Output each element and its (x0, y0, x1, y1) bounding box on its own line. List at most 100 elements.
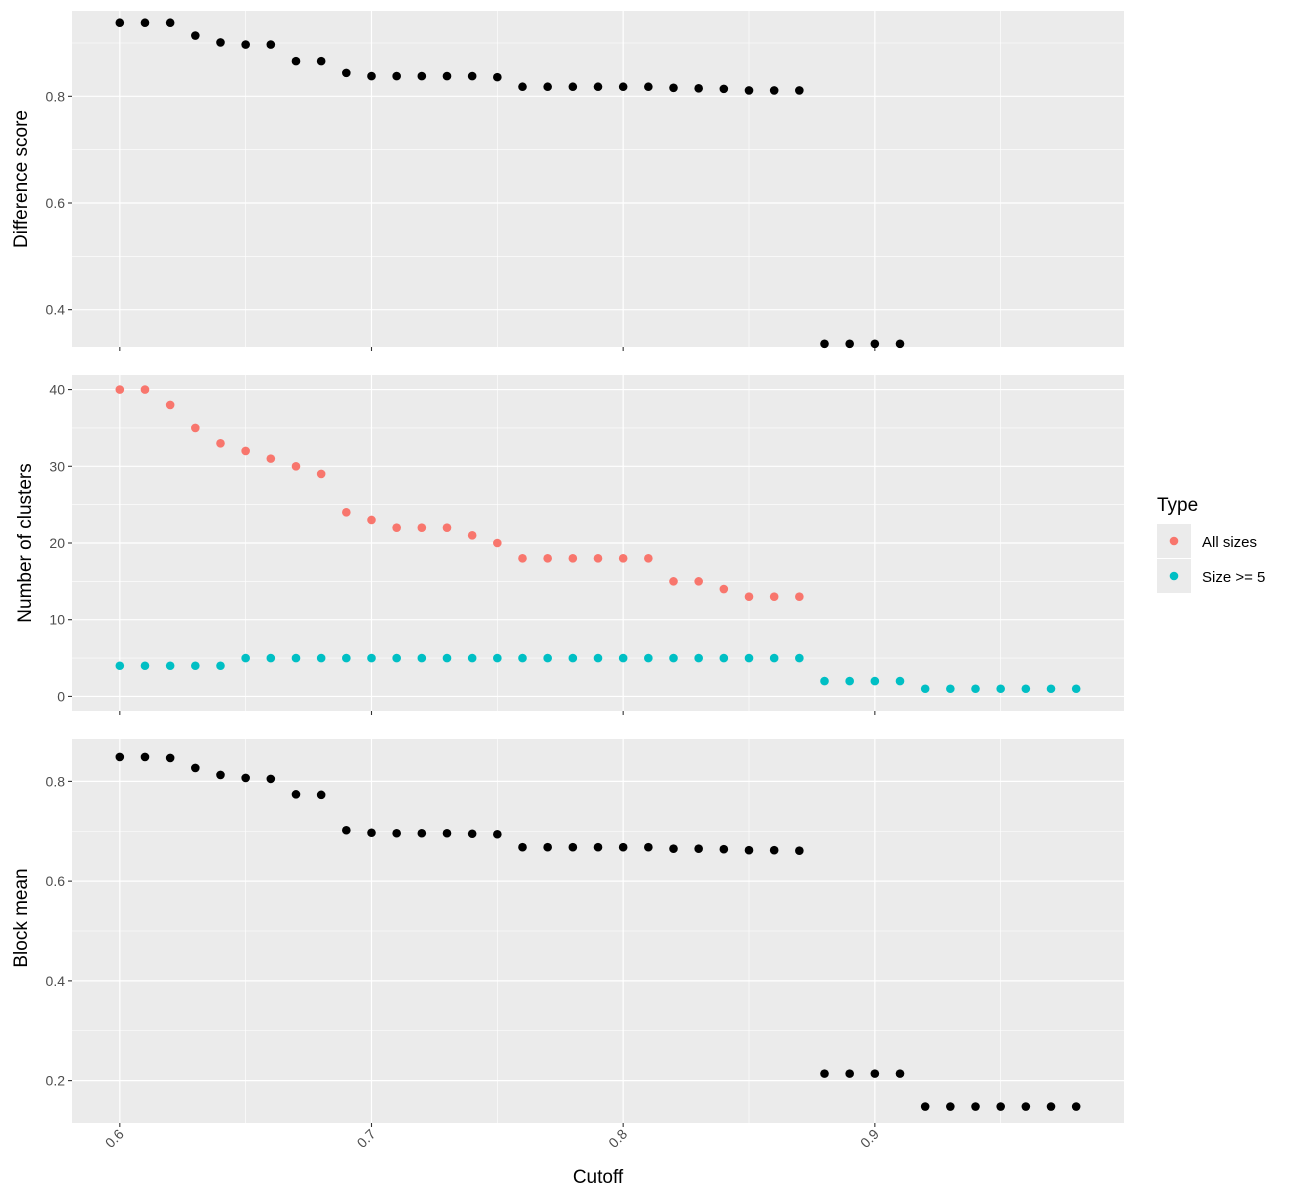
data-point (895, 339, 905, 349)
data-point (266, 40, 276, 49)
y-tick-label: 0.6 (46, 873, 66, 889)
data-point (870, 339, 880, 349)
data-point (442, 653, 452, 663)
data-point (769, 592, 779, 601)
data-point (291, 461, 301, 471)
data-point (165, 753, 175, 763)
data-point (316, 653, 326, 663)
data-point (291, 790, 301, 799)
data-point (694, 577, 703, 586)
legend-title: Type (1157, 495, 1198, 516)
data-point (417, 523, 427, 532)
data-point (165, 18, 175, 28)
data-point (367, 515, 376, 525)
data-point (442, 828, 452, 838)
data-point (241, 653, 250, 663)
data-point (467, 829, 477, 839)
data-point (543, 82, 552, 92)
data-point (417, 828, 427, 838)
data-point (342, 68, 351, 78)
data-point (1071, 684, 1081, 694)
x-axis: 0.6 0.7 0.8 0.9 (102, 1126, 882, 1151)
data-point (518, 554, 527, 563)
data-point (1021, 1102, 1031, 1111)
data-point (342, 653, 351, 663)
data-point (392, 523, 401, 532)
data-point (568, 554, 578, 563)
data-point (115, 385, 125, 394)
data-point (291, 56, 301, 66)
y-tick-label: 10 (49, 612, 65, 628)
y-axis-title-block-mean: Block mean (11, 868, 32, 967)
data-point (316, 790, 326, 800)
data-point (845, 339, 854, 349)
y-tick-label: 0.4 (46, 973, 66, 989)
legend: Type All sizes Size >= 5 (1157, 495, 1265, 593)
data-point (518, 842, 527, 852)
data-point (820, 676, 829, 686)
data-point (216, 438, 225, 448)
data-point (543, 554, 552, 563)
data-point (367, 71, 376, 81)
data-point (140, 752, 150, 762)
data-point (593, 842, 603, 852)
data-point (719, 653, 729, 663)
data-point (392, 653, 401, 663)
y-tick-label: 40 (49, 382, 65, 398)
data-point (467, 531, 477, 540)
data-point (920, 684, 930, 694)
data-point (845, 1069, 854, 1078)
data-point (115, 752, 125, 762)
data-point (568, 842, 578, 852)
data-point (669, 653, 678, 663)
data-point (191, 763, 200, 773)
data-point (241, 773, 250, 783)
data-point (367, 828, 376, 838)
data-point (392, 828, 401, 838)
data-point (644, 82, 653, 92)
x-tick-label: 0.6 (102, 1126, 127, 1151)
data-point (719, 84, 729, 94)
data-point (367, 653, 376, 663)
data-point (115, 661, 125, 671)
data-point (719, 844, 729, 854)
panel-background (72, 11, 1124, 347)
data-point (316, 469, 326, 479)
data-point (719, 584, 729, 594)
data-point (870, 676, 880, 686)
data-point (392, 71, 401, 81)
data-point (744, 86, 754, 95)
data-point (1046, 684, 1056, 694)
x-tick-label: 0.8 (605, 1126, 630, 1151)
data-point (895, 676, 905, 686)
data-point (241, 446, 250, 456)
data-point (291, 653, 301, 663)
y-axis-title-difference-score: Difference score (11, 110, 32, 248)
data-point (266, 653, 276, 663)
data-point (971, 1102, 980, 1111)
data-point (618, 82, 628, 92)
data-point (618, 653, 628, 663)
data-point (493, 829, 502, 839)
data-point (115, 18, 125, 28)
data-point (241, 40, 250, 49)
data-point (744, 845, 754, 855)
data-point (216, 38, 225, 47)
y-tick-label: 0.6 (46, 195, 66, 211)
x-tick-label: 0.9 (857, 1126, 882, 1151)
data-point (1021, 684, 1031, 694)
panel-difference-score: 0.4 0.6 0.8 (46, 11, 1124, 351)
data-point (191, 661, 200, 671)
panel-block-mean: 0.2 0.4 0.6 0.8 (46, 739, 1124, 1127)
data-point (543, 842, 552, 852)
data-point (593, 653, 603, 663)
data-point (493, 72, 502, 82)
data-point (971, 684, 980, 694)
data-point (165, 400, 175, 410)
data-point (895, 1069, 905, 1078)
data-point (769, 653, 779, 663)
y-axis-title-number-of-clusters: Number of clusters (15, 463, 36, 622)
data-point (216, 770, 225, 780)
data-point (795, 592, 804, 601)
data-point (518, 653, 527, 663)
